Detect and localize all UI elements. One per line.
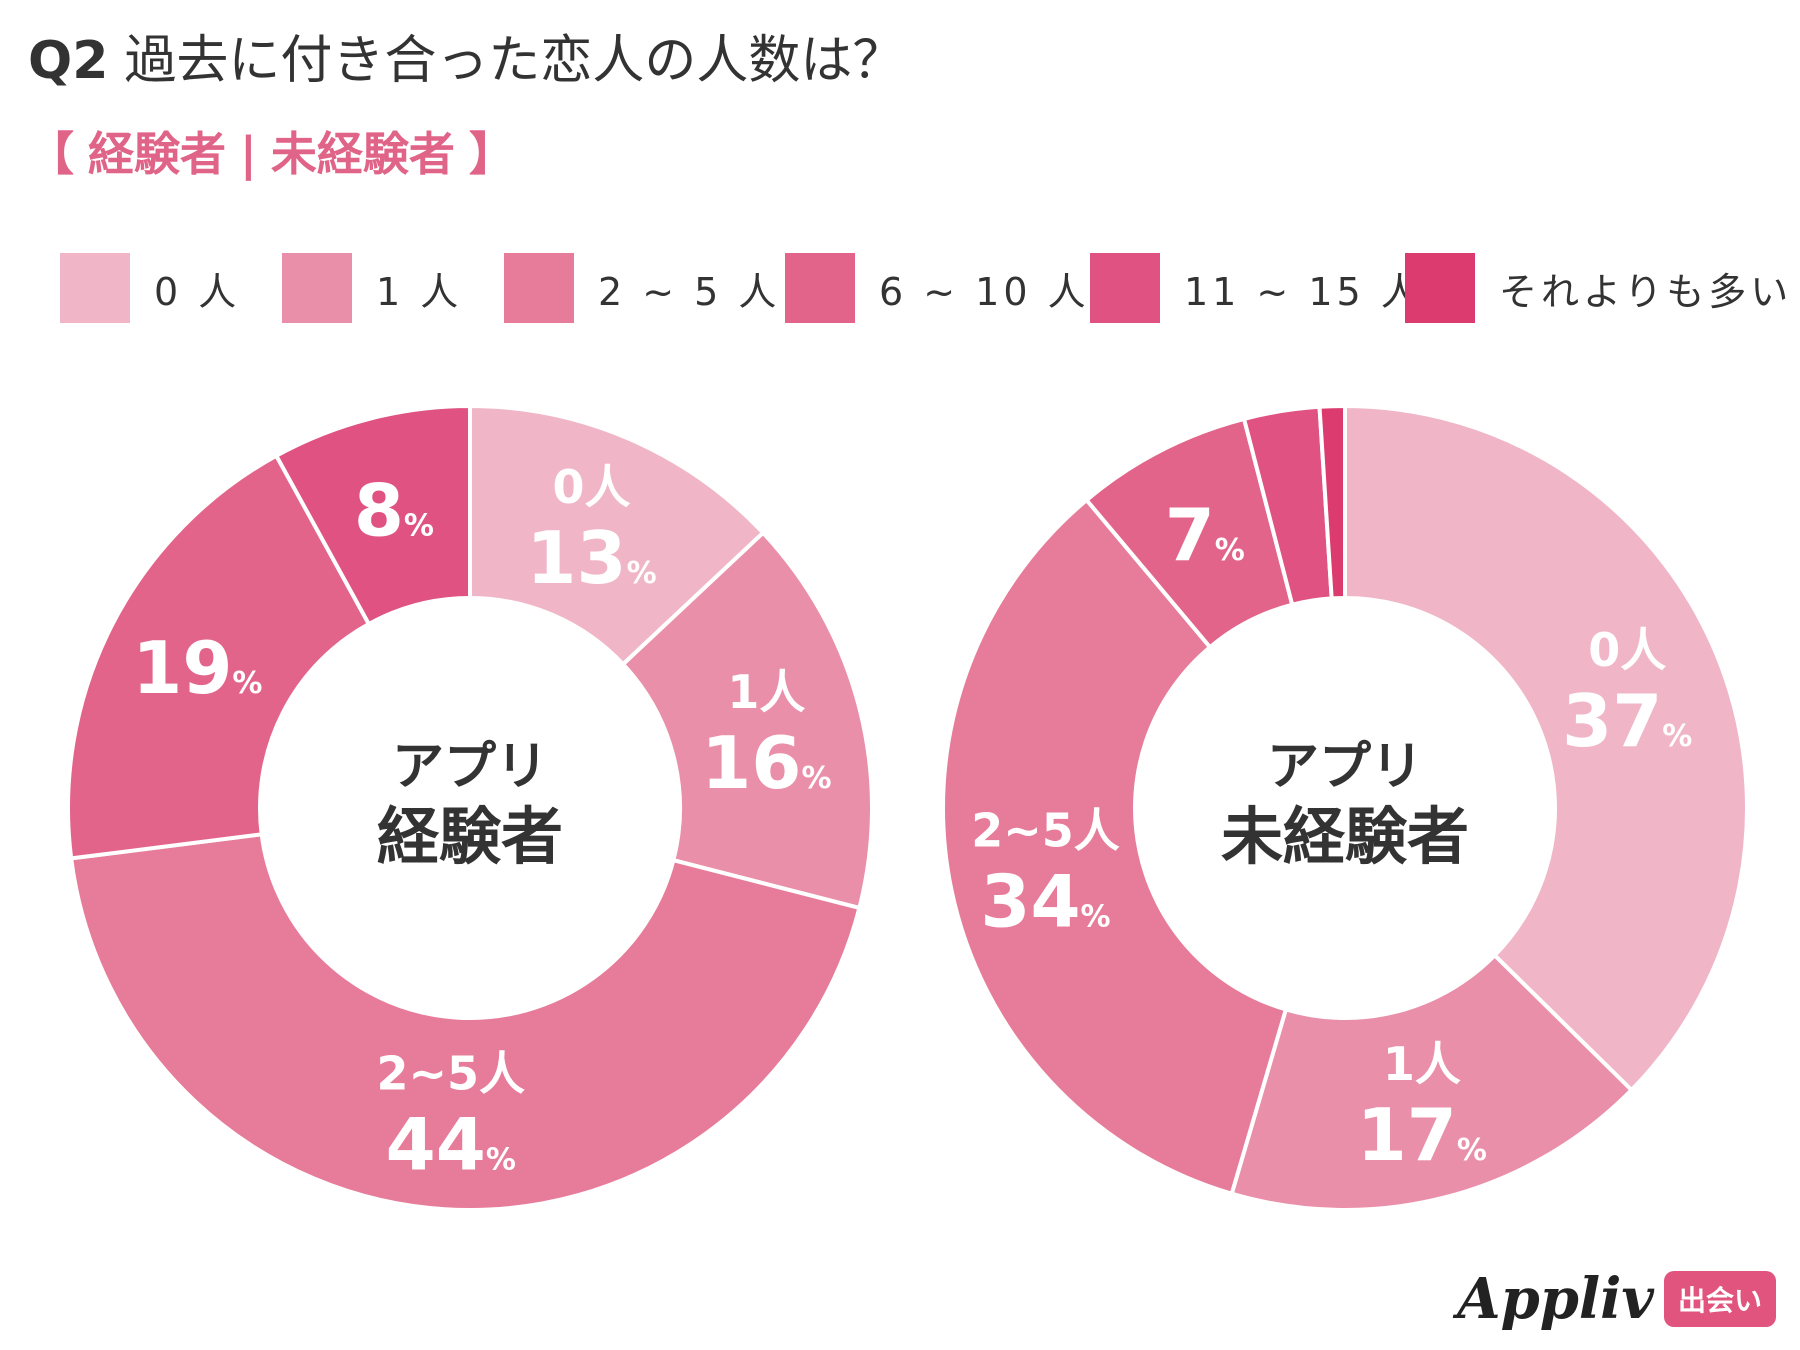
donut-slice: [66, 453, 372, 861]
slice-percent-label: 37%: [1562, 679, 1692, 763]
question-text: 過去に付き合った恋人の人数は？: [124, 31, 905, 91]
legend-item: 2 ~ 5 人: [504, 252, 780, 324]
group-subtitle: 【経験者 | 未経験者】: [28, 118, 529, 184]
legend-label: 0 人: [154, 269, 241, 314]
legend-swatch: [282, 253, 352, 323]
donut-slice: [273, 403, 472, 627]
slice-category-label: 1人: [727, 665, 805, 719]
brand-badge: 出会い: [1663, 1271, 1776, 1327]
legend-item: 1 人: [282, 252, 462, 324]
slice-category-label: 2~5人: [971, 804, 1120, 858]
slice-percent-label: 19%: [132, 626, 262, 710]
legend-swatch: [1405, 253, 1475, 323]
bracket-close: 】: [468, 127, 515, 181]
slice-category-label: 0人: [553, 460, 631, 514]
slice-percent-label: 7%: [1165, 493, 1245, 577]
legend-label: 6 ~ 10 人: [879, 269, 1090, 314]
page-title: Q2 過去に付き合った恋人の人数は？: [28, 18, 904, 93]
legend-label: 2 ~ 5 人: [598, 269, 781, 314]
group-divider: |: [240, 127, 257, 181]
slice-category-label: 1人: [1383, 1037, 1461, 1091]
donut-center-label: アプリ: [1267, 737, 1423, 797]
donut-center-label: アプリ: [392, 737, 548, 797]
slice-percent-label: 8%: [354, 469, 434, 553]
slice-percent-label: 13%: [526, 516, 656, 600]
chart-legend: 0 人 1 人 2 ~ 5 人 6 ~ 10 人 11 ~ 15 人 それよりも…: [60, 252, 1788, 324]
legend-label: それよりも多い: [1499, 269, 1793, 314]
legend-label: 1 人: [376, 269, 463, 314]
brand-name: Appliv: [1457, 1266, 1654, 1332]
slice-percent-label: 44%: [386, 1102, 516, 1186]
donut-slice: [68, 832, 862, 1212]
legend-item: 0 人: [60, 252, 240, 324]
donut-slice: [1317, 403, 1347, 601]
brand-logo: Appliv 出会い: [1457, 1266, 1776, 1332]
group-label-experienced: 経験者: [88, 127, 226, 181]
slice-category-label: 0人: [1588, 623, 1666, 677]
legend-label: 11 ~ 15 人: [1184, 269, 1423, 314]
question-number: Q2: [28, 31, 109, 91]
group-label-inexperienced: 未経験者: [270, 127, 455, 181]
legend-item: 11 ~ 15 人: [1090, 252, 1423, 324]
donut-center-group: 未経験者: [1221, 800, 1469, 873]
legend-item: 6 ~ 10 人: [785, 252, 1090, 324]
legend-swatch: [1090, 253, 1160, 323]
slice-category-label: 2~5人: [377, 1046, 526, 1100]
donut-slice: [620, 529, 874, 911]
legend-swatch: [504, 253, 574, 323]
donut-center-group: 経験者: [377, 800, 563, 873]
donut-slice: [1343, 403, 1749, 1093]
legend-swatch: [60, 253, 130, 323]
legend-item: それよりも多い: [1405, 252, 1792, 324]
slice-percent-label: 17%: [1357, 1093, 1487, 1177]
slice-percent-label: 34%: [980, 860, 1110, 944]
slice-percent-label: 16%: [701, 721, 831, 805]
legend-swatch: [785, 253, 855, 323]
bracket-open: 【: [28, 127, 74, 181]
donut-slice: [940, 497, 1289, 1197]
donut-slice: [1229, 952, 1635, 1212]
